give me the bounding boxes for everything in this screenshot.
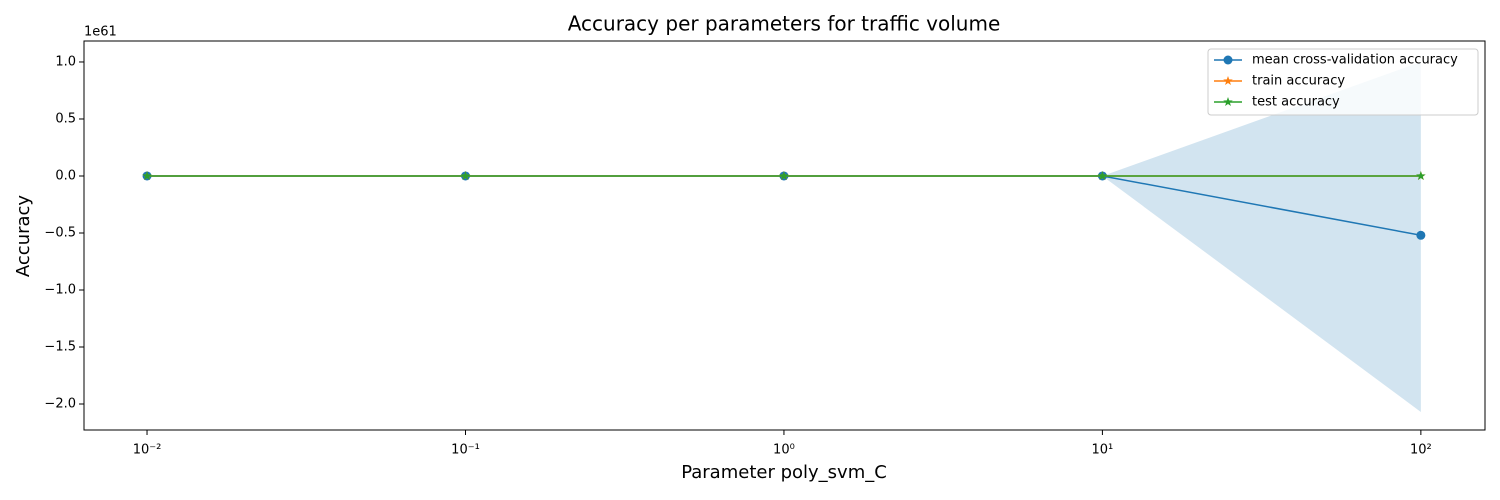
x-tick-label: 10² bbox=[1410, 443, 1432, 458]
chart-title: Accuracy per parameters for traffic volu… bbox=[568, 12, 1001, 36]
data-point bbox=[779, 170, 789, 181]
data-point bbox=[1416, 170, 1426, 181]
y-tick-label: 1.0 bbox=[55, 54, 76, 69]
y-tick-label: 0.5 bbox=[55, 111, 76, 126]
legend-marker bbox=[1223, 55, 1233, 65]
data-point bbox=[460, 170, 471, 181]
legend-marker bbox=[1223, 97, 1233, 107]
plot-frame bbox=[83, 40, 1486, 431]
x-tick-label: 10¹ bbox=[1092, 443, 1114, 458]
legend-label: test accuracy bbox=[1252, 95, 1340, 110]
y-tick-label: −0.5 bbox=[44, 225, 76, 240]
y-axis-label: Accuracy bbox=[13, 195, 34, 278]
x-tick-label: 10⁻² bbox=[133, 443, 162, 458]
legend-label: train accuracy bbox=[1252, 74, 1345, 89]
legend-box bbox=[1207, 48, 1479, 116]
y-offset-label: 1e61 bbox=[84, 25, 117, 40]
y-tick-label: −1.0 bbox=[44, 282, 76, 297]
data-point bbox=[142, 170, 152, 181]
data-point bbox=[1097, 170, 1108, 181]
x-axis-label: Parameter poly_svm_C bbox=[681, 462, 887, 483]
y-tick-label: −1.5 bbox=[44, 340, 76, 355]
data-point bbox=[1416, 230, 1426, 240]
x-tick-label: 10⁰ bbox=[773, 443, 795, 458]
y-tick-label: 0.0 bbox=[55, 168, 76, 183]
legend-marker bbox=[1223, 76, 1233, 86]
legend-label: mean cross-validation accuracy bbox=[1252, 53, 1458, 68]
x-tick-label: 10⁻¹ bbox=[451, 443, 480, 458]
y-tick-label: −2.0 bbox=[44, 397, 76, 412]
